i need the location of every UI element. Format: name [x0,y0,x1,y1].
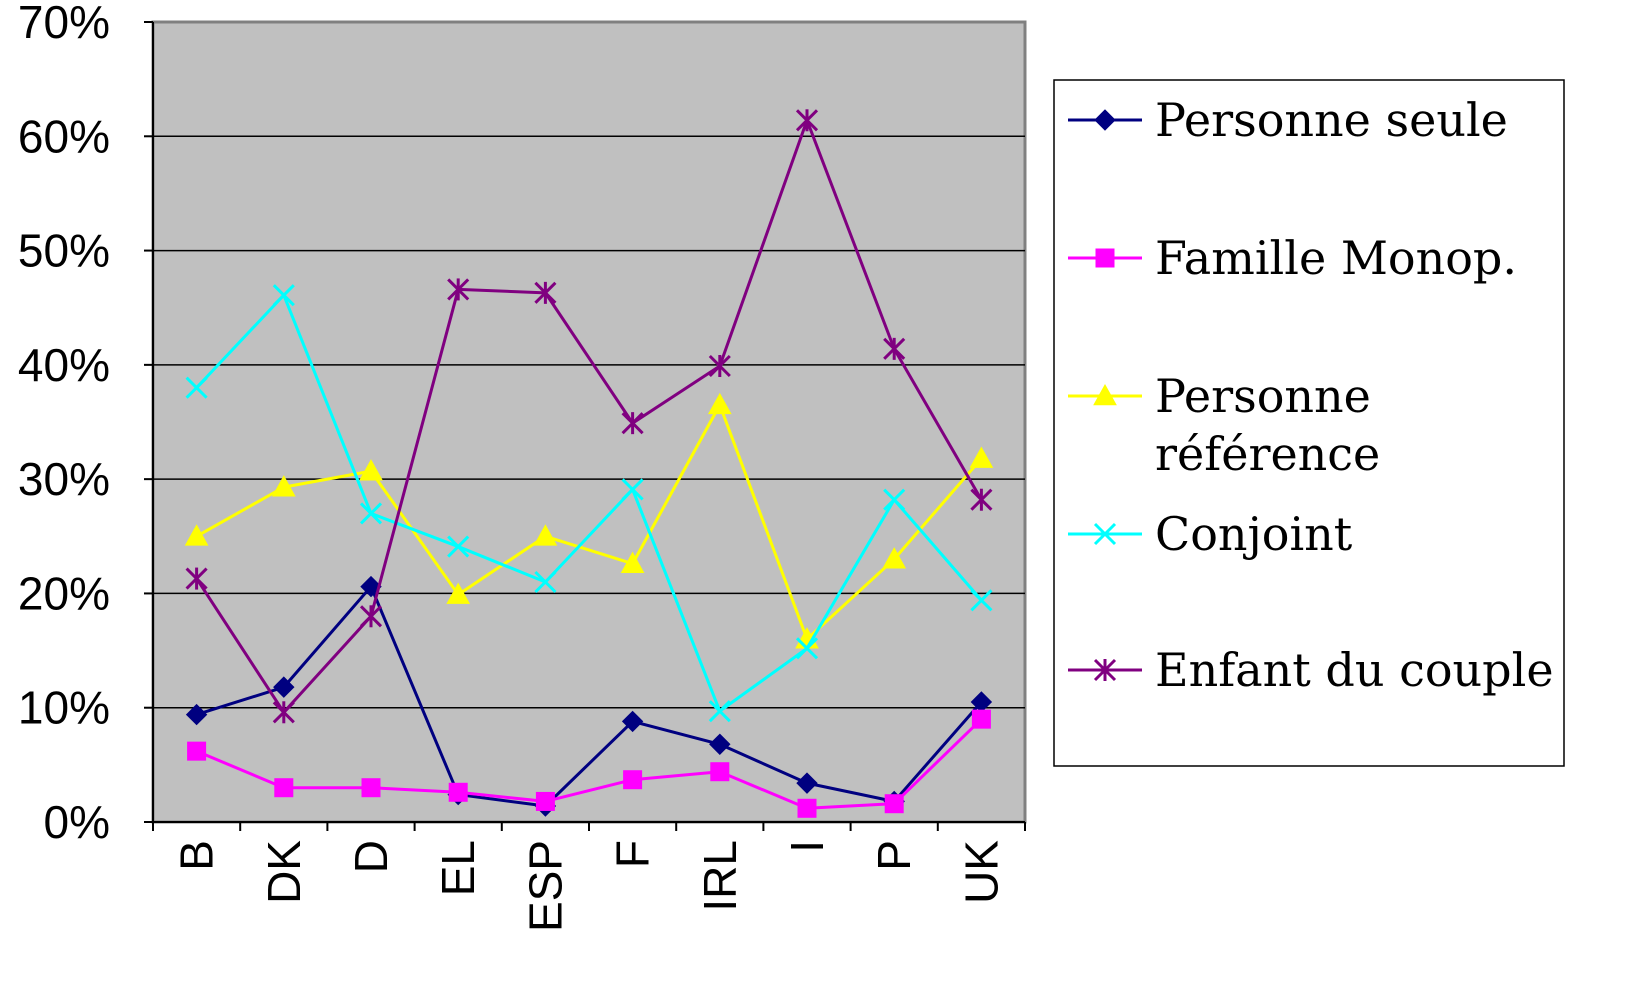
axes [144,21,1026,831]
series-line-famille-monop [196,718,983,810]
data-point-conjoint [534,570,557,594]
x-tick-label: F [607,840,659,868]
x-tick-label: ESP [519,840,571,932]
data-point-personne-seule [709,733,731,755]
gridlines [153,135,1025,709]
y-tick-label: 20% [18,567,110,619]
x-tick-label: B [171,840,223,871]
data-point-conjoint [447,535,470,558]
data-point-enfant-du-couple [621,412,644,435]
data-point-conjoint [708,700,731,723]
data-point-famille-monop [797,798,817,818]
data-point-personne-reference [882,547,907,569]
y-tick-label: 40% [18,339,110,391]
data-point-personne-seule [621,710,644,733]
series-line-personne-seule [196,585,983,808]
data-point-personne-reference [969,446,994,468]
legend-entry-conjoint: Conjoint [1068,507,1353,561]
data-point-enfant-du-couple [795,109,819,132]
legend: Personne seule Famille Monop. Personneréfé… [1053,79,1565,767]
data-point-personne-reference [707,392,732,415]
legend-swatch-marker [1093,522,1117,546]
data-point-personne-reference [184,524,209,546]
data-point-enfant-du-couple [708,354,731,378]
legend-box [1053,79,1565,767]
data-point-enfant-du-couple [970,488,993,511]
data-point-famille-monop [448,782,468,802]
legend-entry-enfant-du-couple: Enfant du couple [1068,643,1554,697]
data-point-personne-seule [185,703,208,726]
series-line-enfant-du-couple [195,118,983,714]
series-enfant-du-couple [185,109,993,724]
series-layer [184,109,994,818]
series-personne-reference [184,392,994,649]
data-point-famille-monop [884,794,904,814]
data-point-conjoint [883,488,906,511]
data-point-personne-seule [360,575,382,598]
data-point-conjoint [359,502,383,525]
series-line-personne-reference [195,403,983,641]
data-point-famille-monop [274,778,294,798]
data-point-enfant-du-couple [359,605,383,628]
data-point-famille-monop [535,791,555,811]
x-tick-label: P [868,840,920,871]
x-tick-label: D [345,840,397,873]
data-point-enfant-du-couple [185,567,208,590]
x-tick-label: EL [432,840,484,896]
legend-swatch-marker [1094,109,1116,131]
data-point-enfant-du-couple [272,701,295,724]
data-point-enfant-du-couple [447,278,470,301]
x-axis-tick-labels: B DK D EL ESP F IRL I P UK [171,840,1008,932]
legend-label-line: référence [1155,427,1380,481]
series-conjoint [185,284,993,723]
series-famille-monop [187,709,991,818]
y-tick-label: 30% [18,453,110,505]
data-point-personne-seule [273,676,295,698]
legend-label: Personne seule [1155,93,1508,147]
data-point-conjoint [795,637,819,660]
data-point-famille-monop [187,741,207,761]
data-point-conjoint [970,589,993,612]
legend-swatch-marker [1095,248,1115,268]
plot-area [151,20,1027,824]
data-point-personne-reference [271,475,296,497]
legend-entry-famille-monop: Famille Monop. [1068,231,1517,285]
data-point-personne-reference [446,582,471,604]
data-point-personne-seule [796,772,818,794]
y-tick-label: 0% [44,796,110,848]
data-point-conjoint [185,376,208,399]
legend-label: Conjoint [1155,507,1353,561]
data-point-personne-reference [359,459,383,481]
data-point-enfant-du-couple [883,337,906,360]
legend-label-line: Personne [1155,369,1371,423]
data-point-conjoint [621,478,644,501]
legend-label: Enfant du couple [1155,643,1554,697]
data-point-famille-monop [710,762,730,782]
legend-entry-personne-seule: Personne seule [1068,93,1508,147]
legend-label: Famille Monop. [1155,231,1517,285]
y-tick-label: 70% [18,0,110,48]
x-tick-label: UK [955,840,1007,904]
x-tick-label: IRL [694,840,746,912]
series-line-conjoint [195,293,983,713]
y-tick-label: 50% [18,225,110,277]
data-point-personne-reference [533,524,558,546]
y-axis-tick-labels: 0% 10% 20% 30% 40% 50% 60% 70% [18,0,110,848]
legend-swatch-marker [1093,658,1117,682]
data-point-conjoint [272,284,295,307]
x-tick-label: I [781,840,833,853]
data-point-famille-monop [623,770,643,790]
data-point-personne-reference [620,551,645,574]
data-point-enfant-du-couple [534,281,557,304]
data-point-famille-monop [971,709,991,729]
y-tick-label: 10% [18,682,110,734]
x-tick-label: DK [258,840,310,904]
legend-swatch-marker [1093,383,1117,406]
y-tick-label: 60% [18,110,110,162]
data-point-famille-monop [361,778,381,798]
